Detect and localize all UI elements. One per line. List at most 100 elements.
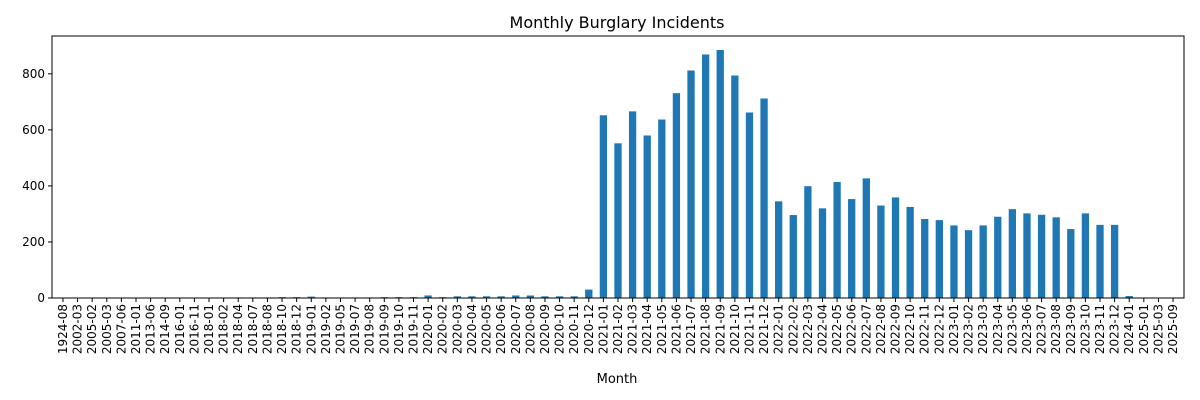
bar-2022-04 (818, 208, 827, 298)
bar-2021-07 (687, 70, 695, 298)
x-tick-label: 2024-01 (1122, 304, 1136, 354)
x-tick-label: 2023-11 (1093, 304, 1107, 354)
x-tick-label: 2020-04 (465, 304, 479, 354)
x-axis: 1924-08 2002-03 2005-02 2005-03 2007-06 2011-… (56, 298, 1180, 354)
bar-2020-07 (512, 295, 520, 298)
x-tick-label: 2022-05 (830, 304, 844, 354)
x-tick-label: 2022-10 (903, 304, 917, 354)
x-tick-label: 2018-10 (275, 304, 289, 354)
bar-2021-08 (701, 54, 710, 298)
bar-2022-02 (789, 215, 797, 298)
x-tick-label: 2023-04 (991, 304, 1005, 354)
x-tick-label: 2016-11 (187, 304, 201, 354)
x-tick-label: 2022-03 (801, 304, 815, 354)
x-tick-label: 2020-07 (509, 304, 523, 354)
x-tick-label: 2020-10 (553, 304, 567, 354)
x-tick-label: 2019-09 (377, 304, 391, 354)
bar-2021-05 (658, 119, 666, 298)
x-tick-label: 2022-07 (859, 304, 873, 354)
bar-2022-06 (848, 199, 856, 298)
x-tick-label: 2022-04 (815, 304, 829, 354)
x-tick-label: 2020-05 (480, 304, 494, 354)
bar-2021-06 (672, 93, 681, 298)
bar-2020-04 (468, 296, 476, 298)
bar-2021-09 (716, 50, 724, 299)
x-tick-label: 2005-02 (85, 304, 99, 354)
x-tick-label: 2018-07 (246, 304, 260, 354)
x-tick-label: 2019-07 (348, 304, 362, 354)
bar-2022-07 (862, 178, 870, 298)
bar-2021-10 (731, 75, 739, 298)
x-tick-label: 2021-05 (655, 304, 669, 354)
x-tick-label: 2021-03 (626, 304, 640, 354)
y-tick-label: 200 (22, 235, 45, 249)
y-tick-label: 800 (22, 67, 45, 81)
bar-2023-08 (1052, 217, 1060, 298)
x-tick-label: 2020-01 (421, 304, 435, 354)
bar-2022-05 (833, 181, 841, 298)
bar-2021-04 (643, 135, 651, 298)
x-tick-label: 2018-02 (217, 304, 231, 354)
x-tick-label: 2022-12 (932, 304, 946, 354)
x-tick-label: 1924-08 (56, 304, 70, 354)
x-tick-label: 2020-03 (450, 304, 464, 354)
x-tick-label: 2018-12 (290, 304, 304, 354)
x-tick-label: 2025-01 (1137, 304, 1151, 354)
x-tick-label: 2025-03 (1151, 304, 1165, 354)
x-tick-label: 2021-02 (611, 304, 625, 354)
bar-2023-02 (964, 230, 973, 298)
x-tick-label: 2023-03 (976, 304, 990, 354)
x-tick-label: 2019-10 (392, 304, 406, 354)
bar-2021-12 (760, 98, 768, 299)
x-tick-label: 2020-06 (494, 304, 508, 354)
x-tick-label: 2018-01 (202, 304, 216, 354)
x-tick-label: 2022-06 (845, 304, 859, 354)
x-tick-label: 2023-07 (1035, 304, 1049, 354)
x-tick-label: 2023-02 (962, 304, 976, 354)
x-tick-label: 2021-06 (669, 304, 683, 354)
x-tick-label: 2018-04 (231, 304, 245, 354)
x-tick-label: 2025-09 (1166, 304, 1180, 354)
x-tick-label: 2022-09 (889, 304, 903, 354)
bar-2023-03 (979, 225, 987, 298)
y-tick-label: 600 (22, 123, 45, 137)
x-tick-label: 2016-01 (173, 304, 187, 354)
x-tick-label: 2013-06 (144, 304, 158, 354)
x-tick-label: 2023-08 (1049, 304, 1063, 354)
bar-2023-09 (1067, 229, 1075, 298)
x-tick-label: 2023-05 (1005, 304, 1019, 354)
x-tick-label: 2021-04 (640, 304, 654, 354)
x-tick-label: 2023-09 (1064, 304, 1078, 354)
bar-2020-03 (453, 296, 461, 298)
x-tick-label: 2022-11 (918, 304, 932, 354)
bars-layer (59, 50, 1177, 299)
x-tick-label: 2019-01 (304, 304, 318, 354)
x-tick-label: 2021-01 (596, 304, 610, 354)
bar-2023-04 (994, 216, 1002, 298)
x-tick-label: 2021-11 (742, 304, 756, 354)
bar-2022-03 (804, 186, 812, 298)
x-tick-label: 2019-02 (319, 304, 333, 354)
x-tick-label: 2022-01 (772, 304, 786, 354)
bar-2020-06 (497, 296, 505, 298)
chart-title: Monthly Burglary Incidents (510, 13, 725, 32)
x-tick-label: 2020-08 (523, 304, 537, 354)
x-tick-label: 2021-12 (757, 304, 771, 354)
x-tick-label: 2021-10 (728, 304, 742, 354)
bar-2023-05 (1008, 209, 1017, 298)
x-tick-label: 2023-10 (1078, 304, 1092, 354)
x-tick-label: 2019-11 (407, 304, 421, 354)
x-tick-label: 2011-01 (129, 304, 143, 354)
bar-2020-10 (555, 296, 564, 298)
bar-2023-12 (1110, 224, 1119, 298)
y-tick-label: 0 (37, 291, 45, 305)
bar-2023-07 (1037, 214, 1046, 298)
x-tick-label: 2021-09 (713, 304, 727, 354)
x-axis-label: Month (597, 372, 638, 387)
x-tick-label: 2014-09 (158, 304, 172, 354)
bar-2020-08 (526, 295, 535, 298)
x-tick-label: 2002-03 (71, 304, 85, 354)
bar-2023-01 (950, 225, 958, 298)
x-tick-label: 2021-08 (699, 304, 713, 354)
